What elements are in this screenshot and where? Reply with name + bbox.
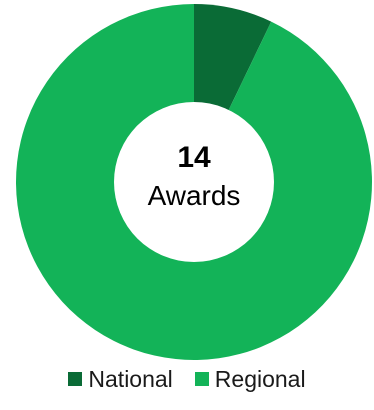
legend-swatch-national xyxy=(68,372,83,386)
legend-label-regional: Regional xyxy=(214,365,306,392)
chart-legend: National Regional xyxy=(0,364,374,394)
legend-label-national: National xyxy=(88,365,173,392)
legend-swatch-regional xyxy=(194,372,209,386)
center-total-value: 14 xyxy=(177,141,211,174)
donut-chart: 14 Awards xyxy=(16,4,372,360)
donut-hole xyxy=(114,102,274,262)
legend-item-national: National xyxy=(68,365,173,393)
center-total-label: Awards xyxy=(148,180,241,211)
legend-item-regional: Regional xyxy=(194,365,306,393)
